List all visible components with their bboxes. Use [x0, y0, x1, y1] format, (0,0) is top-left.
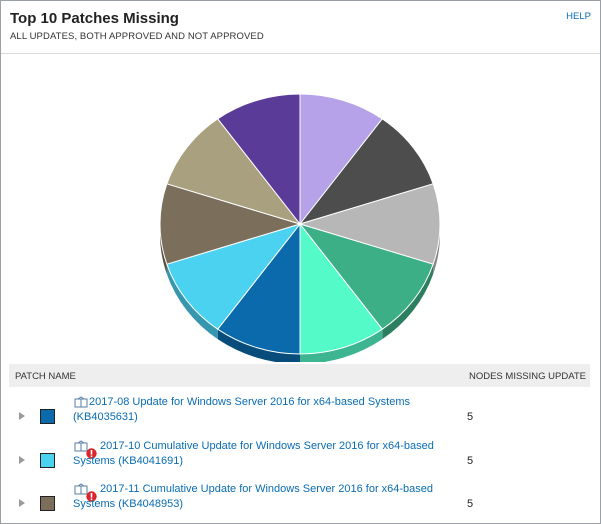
pie-slice-side — [433, 224, 440, 275]
pie-slice-8[interactable] — [159, 183, 302, 265]
pie-slice-side — [300, 329, 383, 362]
pie-chart-area — [1, 54, 600, 362]
pie-slice-3[interactable] — [298, 183, 441, 265]
pie-slice-2[interactable] — [298, 118, 434, 225]
table-row: 2017-08 Update for Windows Server 2016 f… — [9, 395, 590, 437]
column-header-nodes-missing[interactable]: NODES MISSING UPDATE — [468, 371, 586, 382]
patch-icon — [74, 482, 88, 500]
nodes-missing-count: 5 — [467, 455, 474, 467]
expand-arrow-icon[interactable] — [19, 456, 25, 464]
warning-icon — [86, 489, 97, 507]
table-row: 2017-10 Cumulative Update for Windows Se… — [9, 439, 590, 481]
widget-header: Top 10 Patches Missing ALL UPDATES, BOTH… — [1, 1, 600, 54]
pie-slice-side — [382, 264, 434, 340]
legend-swatch — [40, 453, 55, 468]
patch-name-link[interactable]: 2017-08 Update for Windows Server 2016 f… — [73, 396, 410, 423]
expand-arrow-icon[interactable] — [19, 412, 25, 420]
expand-arrow-icon[interactable] — [19, 499, 25, 507]
table-header: PATCH NAME NODES MISSING UPDATE — [9, 364, 590, 387]
legend-swatch — [40, 409, 55, 424]
warning-icon — [86, 446, 97, 464]
patch-name-link[interactable]: 2017-10 Cumulative Update for Windows Se… — [73, 440, 434, 467]
table-row: 2017-11 Cumulative Update for Windows Se… — [9, 482, 590, 524]
pie-slice-5[interactable] — [299, 222, 384, 355]
pie-chart — [159, 93, 441, 362]
pie-slice-9[interactable] — [166, 118, 302, 225]
nodes-missing-count: 5 — [467, 411, 474, 423]
pie-slice-10[interactable] — [216, 93, 301, 226]
help-link[interactable]: HELP — [566, 11, 591, 22]
patch-name-link[interactable]: 2017-11 Cumulative Update for Windows Se… — [73, 483, 434, 510]
patch-icon — [74, 395, 88, 413]
pie-slice-7[interactable] — [166, 223, 302, 330]
column-header-patch-name[interactable]: PATCH NAME — [15, 371, 76, 382]
nodes-missing-count: 5 — [467, 498, 474, 510]
pie-slice-4[interactable] — [298, 223, 434, 330]
patch-icon — [74, 439, 88, 457]
widget-subtitle: ALL UPDATES, BOTH APPROVED AND NOT APPRO… — [10, 31, 264, 42]
pie-slice-1[interactable] — [299, 93, 384, 226]
widget-title: Top 10 Patches Missing — [10, 10, 179, 27]
pie-slice-6[interactable] — [216, 222, 301, 355]
pie-slice-side — [217, 329, 300, 362]
legend-swatch — [40, 496, 55, 511]
pie-slice-side — [160, 224, 167, 275]
pie-slice-side — [166, 264, 218, 340]
